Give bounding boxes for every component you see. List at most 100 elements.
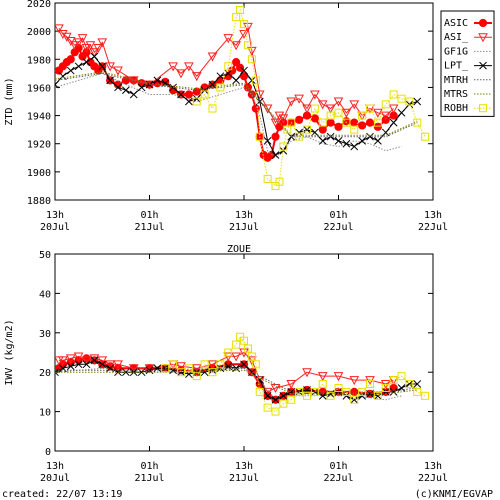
series-line-robh [196, 8, 426, 187]
data-point-lpt [263, 137, 272, 145]
data-point-asi [81, 44, 92, 54]
data-point-robh [373, 391, 382, 400]
ztd-plot: 1880190019201940196019802000202013h20Jul… [4, 0, 448, 233]
data-point-robh [255, 132, 264, 141]
data-point-robh [389, 90, 398, 99]
data-point-robh [232, 340, 241, 349]
created-timestamp: created: 22/07 13:19 [2, 489, 122, 500]
data-point-asi [231, 352, 241, 362]
data-point-asi [176, 362, 186, 372]
data-point-lpt [389, 118, 398, 127]
data-point-robh [366, 104, 374, 113]
data-point-lpt [311, 128, 319, 137]
y-tick-label: 1980 [27, 55, 51, 66]
data-point-asi [278, 114, 289, 124]
legend-marker-lpt [479, 61, 487, 70]
y-tick-label: 1960 [27, 83, 51, 94]
series-group [55, 332, 430, 416]
data-point-asic [184, 90, 193, 99]
data-point-asic [310, 114, 319, 123]
data-point-robh [224, 348, 233, 357]
data-point-robh [263, 174, 272, 183]
data-point-robh [216, 360, 225, 369]
data-point-robh [405, 380, 414, 389]
x-tick-label-hour: 13h [46, 210, 64, 221]
x-tick-label-hour: 13h [235, 461, 253, 472]
data-point-asi [207, 52, 218, 62]
data-point-lpt [366, 132, 374, 141]
data-point-lpt [413, 380, 422, 388]
data-point-robh [381, 100, 390, 109]
data-point-asic [326, 118, 335, 127]
data-point-lpt [318, 137, 327, 145]
series-line-mtrh [55, 72, 418, 138]
data-point-asi [254, 376, 265, 386]
series-line-gf1g [55, 72, 402, 159]
data-point-robh [247, 352, 256, 361]
data-point-asi [113, 66, 123, 76]
x-tick-label-date: 20Jul [40, 473, 70, 484]
data-point-lpt [224, 362, 233, 371]
data-point-robh [236, 6, 245, 15]
data-point-asic [295, 115, 304, 124]
data-point-robh [216, 83, 225, 92]
data-point-asi [231, 41, 241, 51]
data-point-asi [302, 104, 312, 114]
data-point-lpt [185, 97, 193, 106]
data-point-lpt [232, 76, 240, 85]
data-point-lpt [397, 384, 406, 392]
data-point-lpt [397, 108, 406, 117]
data-point-asi [333, 97, 344, 107]
data-point-lpt [405, 100, 414, 109]
y-tick-label: 0 [45, 447, 51, 458]
data-point-asi [73, 352, 84, 362]
iwv-plot: 0102030405013h20Jul01h21Jul13h21Jul01h22… [4, 250, 448, 484]
x-tick-label-date: 21Jul [229, 473, 259, 484]
legend-marker-asi [478, 33, 488, 43]
series-group [55, 6, 430, 190]
data-point-robh [200, 90, 209, 99]
data-point-robh [334, 383, 343, 392]
data-point-asi [207, 360, 218, 370]
data-point-lpt [129, 90, 138, 99]
data-point-robh [192, 372, 201, 381]
data-point-asic [251, 104, 260, 113]
data-point-lpt [224, 69, 233, 78]
data-point-robh [381, 383, 390, 392]
data-point-asic [247, 90, 256, 99]
x-tick-label-hour: 13h [424, 461, 442, 472]
data-point-robh [279, 142, 288, 151]
copyright-credit: (c)KNMI/EGVAP [415, 489, 493, 500]
data-point-asi [97, 356, 108, 366]
y-tick-label: 20 [39, 368, 51, 379]
data-point-lpt [82, 360, 91, 369]
data-point-lpt [405, 380, 414, 388]
data-point-asi [191, 72, 202, 82]
data-point-lpt [55, 80, 59, 89]
data-point-lpt [192, 94, 201, 103]
data-point-asi [93, 44, 104, 54]
data-point-asic [235, 63, 245, 72]
data-point-asic [239, 72, 249, 81]
data-point-asi [58, 29, 68, 40]
data-point-robh [263, 403, 272, 412]
data-point-robh [334, 108, 343, 117]
data-point-lpt [358, 137, 366, 145]
data-point-asi [310, 90, 320, 100]
x-tick-label-date: 22Jul [323, 222, 353, 233]
x-tick-label-hour: 13h [235, 210, 253, 221]
x-tick-label-date: 21Jul [134, 222, 164, 233]
data-point-asi [317, 100, 328, 110]
data-point-asi [274, 111, 285, 121]
data-point-asi [286, 380, 297, 390]
data-point-robh [421, 132, 430, 141]
data-point-robh [161, 364, 170, 373]
y-tick-label: 1900 [27, 168, 51, 179]
data-point-robh [303, 125, 311, 134]
data-point-asi [388, 104, 399, 114]
x-tick-label-date: 20Jul [40, 222, 70, 233]
data-point-lpt [248, 368, 256, 377]
x-tick-label-date: 22Jul [323, 473, 353, 484]
data-point-lpt [153, 364, 162, 373]
data-point-asi [317, 372, 328, 382]
